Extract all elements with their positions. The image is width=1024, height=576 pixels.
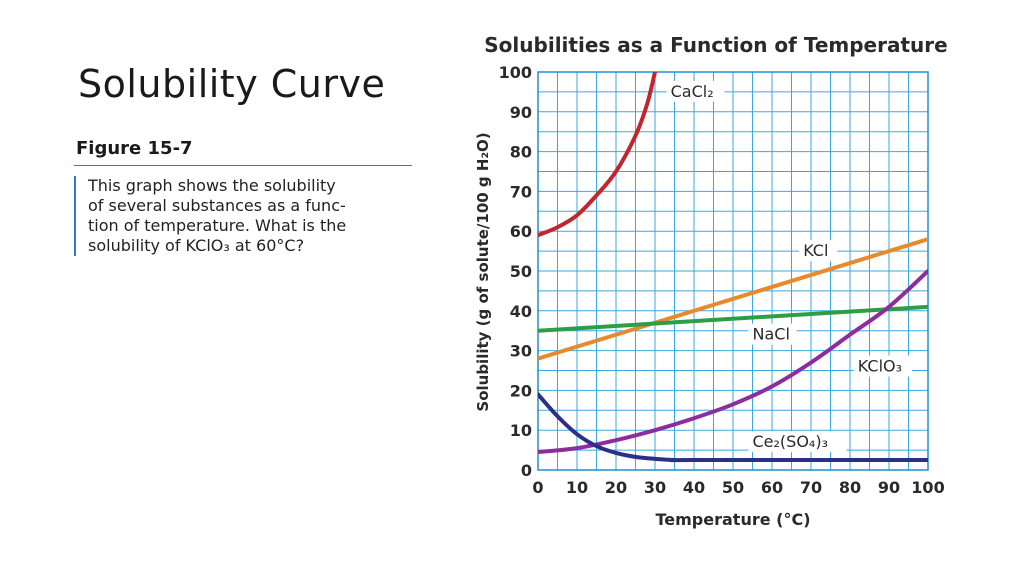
y-tick-label: 100	[499, 63, 532, 82]
y-tick-label: 30	[510, 342, 532, 361]
series-label: NaCl	[753, 325, 790, 344]
y-tick-label: 60	[510, 222, 532, 241]
x-tick-label: 100	[911, 478, 944, 497]
series-line	[538, 72, 657, 238]
x-tick-label: 20	[605, 478, 627, 497]
x-tick-label: 90	[878, 478, 900, 497]
y-tick-label: 40	[510, 302, 532, 321]
series-label-bg	[748, 431, 847, 453]
figure-label: Figure 15-7	[74, 138, 412, 166]
figure-caption: This graph shows the solubility of sever…	[74, 176, 412, 256]
series-label-bg	[853, 355, 912, 377]
series-line	[538, 392, 928, 463]
series-labels: CaCl₂ KCl NaCl KClO₃ Ce₂(SO₄)₃	[666, 80, 912, 453]
tick-labels: 0 10 20 30 40 50 60 70 80 90 100 0 10 20 30 40 50 60 70 80 9…	[499, 63, 945, 497]
caption-line: solubility of KClO₃ at 60°C?	[88, 236, 305, 255]
x-tick-label: 80	[839, 478, 861, 497]
y-tick-label: 70	[510, 182, 532, 201]
y-axis-label: Solubility (g of solute/100 g H₂O)	[474, 132, 492, 411]
series-label: KClO₃	[858, 357, 902, 376]
series-line	[538, 269, 928, 455]
y-tick-label: 80	[510, 143, 532, 162]
y-tick-label: 90	[510, 103, 532, 122]
caption-line: of several substances as a func-	[88, 196, 346, 215]
figure-caption-block: Figure 15-7 This graph shows the solubil…	[74, 138, 412, 256]
series-lines	[538, 72, 928, 463]
series-label: KCl	[803, 241, 828, 260]
series-line	[538, 237, 928, 361]
y-tick-label: 50	[510, 262, 532, 281]
x-axis-label: Temperature (°C)	[655, 510, 810, 529]
caption-line: tion of temperature. What is the	[88, 216, 347, 235]
x-tick-label: 40	[683, 478, 705, 497]
x-tick-label: 10	[566, 478, 588, 497]
caption-line: This graph shows the solubility	[88, 176, 336, 195]
series-label: CaCl₂	[671, 82, 714, 101]
slide-title: Solubility Curve	[78, 62, 386, 106]
series-label-bg	[799, 240, 838, 262]
x-tick-label: 60	[761, 478, 783, 497]
x-tick-label: 0	[532, 478, 543, 497]
x-tick-label: 70	[800, 478, 822, 497]
series-line	[538, 304, 928, 333]
x-tick-label: 30	[644, 478, 666, 497]
grid	[537, 71, 929, 471]
series-label: Ce₂(SO₄)₃	[753, 432, 829, 451]
x-tick-label: 50	[722, 478, 744, 497]
y-tick-label: 20	[510, 381, 532, 400]
y-tick-label: 0	[521, 461, 532, 480]
series-label-bg	[666, 80, 725, 102]
chart-title: Solubilities as a Function of Temperatur…	[484, 33, 947, 57]
series-label-bg	[748, 323, 797, 345]
y-tick-label: 10	[510, 421, 532, 440]
